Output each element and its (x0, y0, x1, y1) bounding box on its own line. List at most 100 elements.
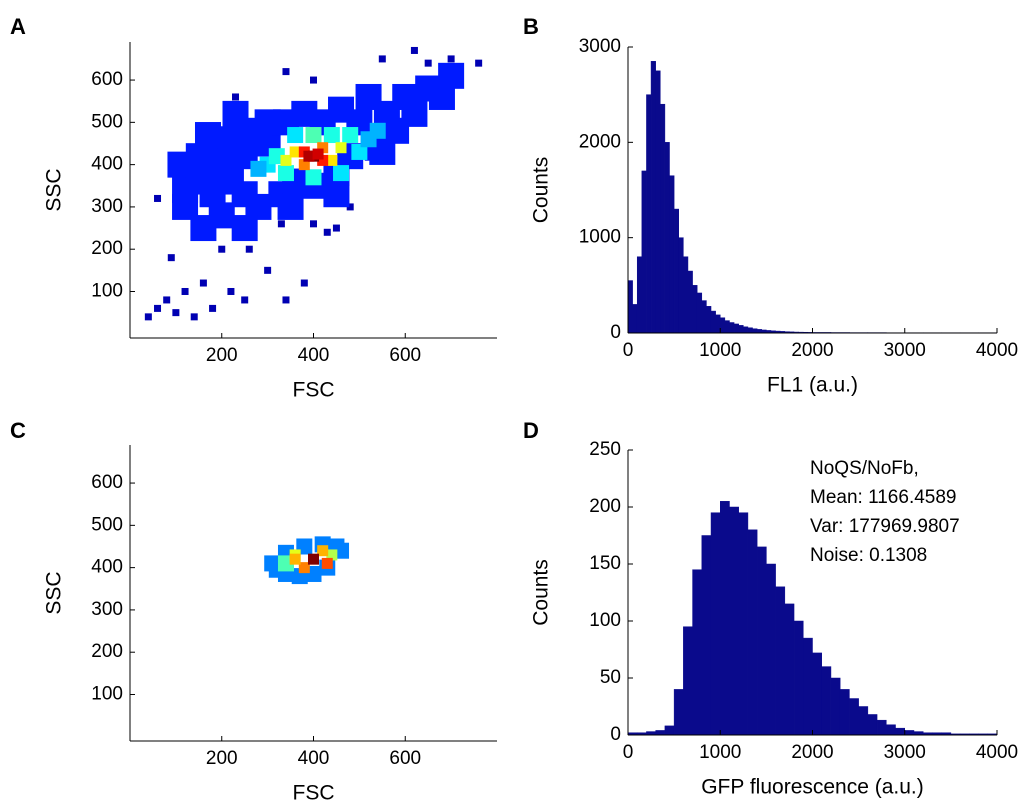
density-point (303, 150, 315, 162)
density-point (326, 549, 338, 561)
bar (683, 256, 689, 334)
density-point (332, 224, 340, 232)
bar (839, 689, 850, 736)
bar (650, 61, 656, 334)
y-tick-label: 100 (91, 281, 123, 302)
density-point (287, 127, 304, 144)
bar (752, 328, 758, 334)
density-point (232, 93, 240, 101)
bar (858, 706, 869, 736)
bar (692, 569, 703, 736)
x-tick-label: 400 (298, 748, 330, 769)
y-tick-label: 200 (91, 641, 123, 662)
x-tick-label: 2000 (791, 340, 833, 361)
panel-label: A (10, 14, 26, 39)
bar (803, 637, 813, 736)
density-point (277, 220, 285, 228)
density-point (298, 159, 310, 171)
density-point (231, 215, 258, 242)
density-point (167, 151, 194, 178)
density-point (172, 309, 180, 317)
density-point (438, 62, 465, 89)
y-tick-label: 3000 (579, 36, 621, 57)
panel-label: D (523, 418, 539, 443)
y-tick-label: 1000 (579, 227, 621, 248)
bar (766, 563, 776, 736)
density-point (167, 254, 175, 262)
density-point (351, 143, 368, 160)
y-tick-label: 400 (91, 557, 123, 578)
y-tick-label: 300 (91, 599, 123, 620)
bar (913, 731, 924, 736)
y-tick-label: 300 (91, 196, 123, 217)
density-point (172, 193, 199, 220)
x-tick-label: 3000 (884, 742, 926, 763)
x-axis-label: GFP fluorescence (a.u.) (701, 776, 924, 799)
density-point (308, 553, 319, 565)
y-tick-label: 150 (589, 553, 621, 574)
bar (756, 329, 763, 334)
density-point (321, 557, 333, 569)
y-axis-label: Counts (530, 559, 553, 626)
density-point (277, 165, 294, 182)
y-tick-label: 500 (91, 514, 123, 535)
bar (715, 314, 721, 334)
bar (641, 170, 647, 334)
density-point (154, 304, 162, 312)
x-tick-label: 3000 (884, 340, 926, 361)
density-point (277, 193, 304, 220)
density-point (209, 304, 217, 312)
density-point (264, 555, 281, 572)
density-point (326, 154, 338, 166)
bar (876, 719, 887, 736)
bar (655, 70, 661, 334)
x-tick-label: 600 (389, 748, 421, 769)
density-point (401, 100, 428, 127)
bar (793, 620, 804, 736)
y-tick-label: 0 (610, 724, 621, 745)
x-tick-label: 600 (389, 345, 421, 366)
density-point (310, 76, 317, 84)
density-point (317, 142, 329, 154)
bar (747, 529, 758, 736)
density-point (222, 100, 249, 127)
panel-label: C (10, 418, 26, 443)
y-tick-label: 100 (91, 684, 123, 705)
bar (724, 320, 730, 334)
y-tick-label: 50 (600, 667, 621, 688)
x-tick-label: 0 (623, 340, 634, 361)
bar (738, 325, 744, 334)
annotation: Noise: 0.1308 (810, 545, 927, 566)
y-tick-label: 600 (91, 69, 123, 90)
bar (867, 714, 878, 736)
x-tick-label: 1000 (699, 742, 741, 763)
bar (710, 310, 716, 334)
density-point (369, 122, 386, 139)
density-point (317, 545, 329, 557)
density-point (346, 203, 354, 211)
x-tick-label: 4000 (976, 340, 1018, 361)
x-tick-label: 0 (623, 742, 634, 763)
bar (830, 677, 841, 736)
bar (747, 327, 753, 334)
y-tick-label: 200 (91, 238, 123, 259)
x-axis-label: FSC (293, 782, 335, 803)
density-point (312, 148, 324, 160)
bar (646, 94, 652, 334)
density-point (282, 68, 290, 76)
y-axis-label: SSC (43, 571, 66, 614)
bar (669, 175, 675, 334)
bar (673, 689, 684, 736)
x-tick-label: 200 (206, 748, 238, 769)
density-point (282, 296, 290, 304)
density-point (305, 169, 322, 186)
bar (733, 323, 739, 334)
density-point (194, 122, 221, 149)
density-point (424, 59, 432, 67)
bar (701, 535, 712, 736)
bar (720, 501, 730, 736)
y-tick-label: 500 (91, 111, 123, 132)
bar (904, 730, 915, 736)
density-point (289, 146, 301, 158)
